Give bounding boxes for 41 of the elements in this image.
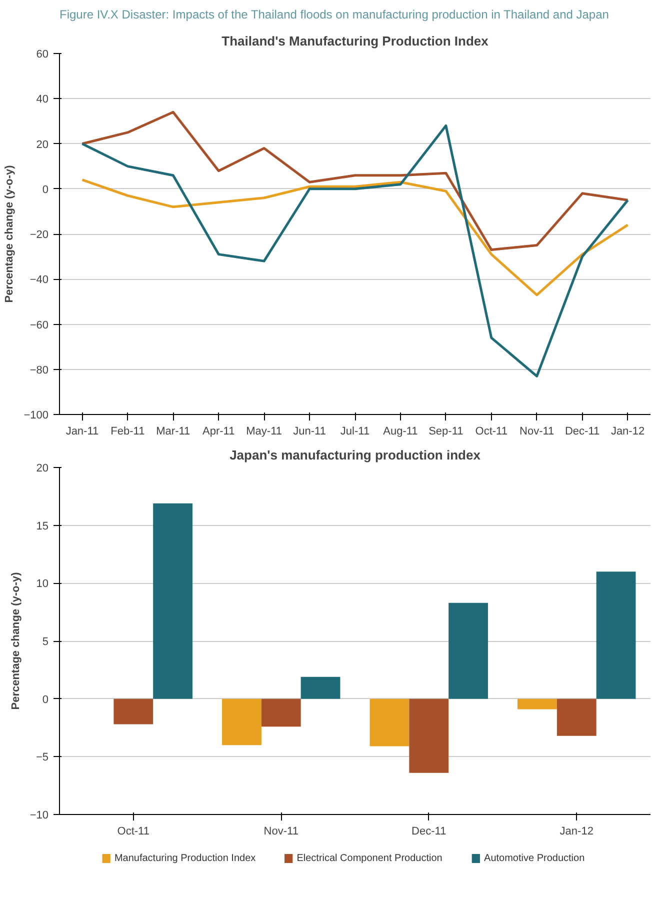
legend-label: Manufacturing Production Index bbox=[114, 853, 256, 864]
x-tick-label: Oct-11 bbox=[475, 426, 508, 438]
x-tick-label: Sep-11 bbox=[428, 426, 464, 438]
x-tick-label: Jan-12 bbox=[560, 826, 594, 838]
y-tick-label: −20 bbox=[30, 229, 49, 241]
legend-label: Automotive Production bbox=[484, 853, 585, 864]
x-tick-label: Jul-11 bbox=[340, 426, 370, 438]
chart-title: Thailand's Manufacturing Production Index bbox=[222, 34, 490, 48]
y-tick-label: −40 bbox=[30, 274, 49, 286]
x-tick-label: Dec-11 bbox=[412, 826, 446, 838]
x-tick-label: Aug-11 bbox=[383, 426, 418, 438]
y-tick-label: 0 bbox=[42, 184, 49, 196]
x-tick-label: Jun-11 bbox=[293, 426, 326, 438]
y-tick-label: 40 bbox=[36, 94, 49, 106]
x-tick-label: Feb-11 bbox=[110, 426, 145, 438]
y-tick-label: 0 bbox=[42, 694, 49, 706]
y-tick-label: −60 bbox=[30, 319, 49, 332]
x-tick-label: Nov-11 bbox=[264, 826, 298, 838]
x-tick-label: Nov-11 bbox=[520, 426, 554, 438]
y-axis-title: Percentage change (y-o-y) bbox=[10, 572, 22, 710]
chart-title: Japan's manufacturing production index bbox=[230, 448, 482, 462]
y-tick-label: 20 bbox=[36, 138, 49, 151]
y-tick-label: −5 bbox=[36, 752, 49, 764]
x-tick-label: Mar-11 bbox=[156, 426, 190, 438]
x-tick-label: Apr-11 bbox=[202, 426, 235, 438]
x-tick-label: Jan-11 bbox=[66, 426, 99, 438]
y-tick-label: 15 bbox=[36, 520, 49, 532]
x-tick-label: May-11 bbox=[246, 426, 282, 438]
y-tick-label: 60 bbox=[36, 48, 49, 60]
x-tick-label: Oct-11 bbox=[117, 826, 150, 838]
y-tick-label: 10 bbox=[36, 578, 49, 590]
y-tick-label: −100 bbox=[24, 410, 49, 422]
text: Figure IV.X Disaster: Impacts of the Thailand floods on manufacturing production in Thailand and Japan bbox=[60, 8, 609, 22]
y-tick-label: −80 bbox=[30, 364, 49, 376]
x-tick-label: Dec-11 bbox=[564, 426, 600, 438]
y-tick-label: −10 bbox=[30, 810, 49, 822]
x-tick-label: Jan-12 bbox=[610, 426, 645, 438]
y-axis-title: Percentage change (y-o-y) bbox=[4, 164, 16, 303]
legend-label: Electrical Component Production bbox=[296, 853, 442, 864]
y-tick-label: 5 bbox=[42, 636, 49, 648]
y-tick-label: 20 bbox=[36, 462, 49, 474]
